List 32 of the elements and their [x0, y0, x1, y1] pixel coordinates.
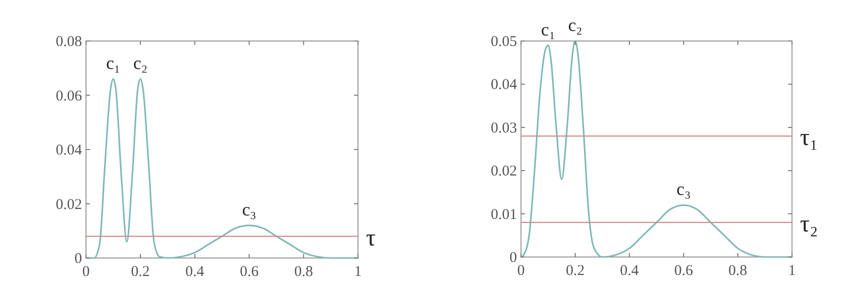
x-tick-label: 1: [788, 263, 796, 279]
y-tick-label: 0.04: [56, 142, 82, 158]
x-tick-label: 0.4: [185, 264, 205, 280]
x-tick-label: 1: [354, 264, 362, 280]
y-tick-label: 0.03: [490, 120, 517, 136]
annotation: c₂: [133, 52, 148, 73]
y-tick-label: 0.02: [490, 164, 517, 180]
y-tick-label: 0.01: [490, 206, 517, 223]
ref-line-label: τ: [366, 225, 376, 252]
x-tick-label: 0.6: [674, 263, 694, 279]
y-tick-label: 0.06: [56, 88, 82, 104]
x-tick-label: 0.2: [566, 263, 585, 279]
y-tick-label: 0: [74, 251, 82, 267]
ref-line-label: τ₁: [800, 125, 818, 152]
x-tick-label: 0.8: [294, 264, 313, 280]
annotation: c₂: [568, 15, 582, 35]
annotation: c₁: [106, 52, 120, 73]
x-tick-label: 0.2: [131, 264, 150, 280]
x-tick-label: 0.8: [728, 263, 748, 279]
line-series: [85, 78, 359, 259]
y-tick-label: 0.04: [490, 77, 518, 94]
y-tick-label: 0: [510, 250, 517, 266]
annotation: c₁: [540, 19, 556, 40]
ref-line-label: τ₂: [800, 211, 818, 238]
annotation: c₃: [242, 199, 256, 220]
y-tick-label: 0.02: [56, 196, 82, 213]
x-tick-label: 0.6: [240, 264, 260, 280]
line-series: [520, 40, 793, 258]
y-tick-label: 0.05: [490, 34, 517, 50]
x-tick-label: 0.4: [620, 263, 640, 279]
annotation: c₃: [676, 179, 691, 200]
y-tick-label: 0.08: [56, 34, 82, 50]
